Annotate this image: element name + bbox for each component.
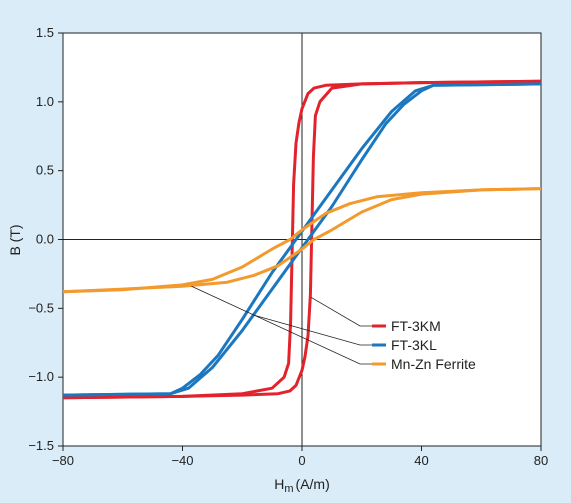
leader-line <box>191 285 372 365</box>
x-tick-label: 40 <box>414 453 428 468</box>
series-ft-3kl-descending <box>62 82 542 397</box>
legend: FT-3KM FT-3KL Mn-Zn Ferrite <box>372 318 476 372</box>
leader-line <box>310 296 372 327</box>
x-axis-label-main: H <box>274 476 284 492</box>
x-tick-label: −80 <box>52 453 74 468</box>
zero-axes <box>63 33 541 446</box>
leader-line <box>254 314 372 346</box>
x-axis-label: Hm (A/m) <box>274 476 330 495</box>
y-tick-label: −1.0 <box>28 369 54 384</box>
series-ft-3km-descending <box>62 79 542 400</box>
x-axis-label-sub: m <box>284 483 293 495</box>
x-axis-label-unit: (A/m) <box>296 476 330 492</box>
hysteresis-curves <box>62 79 542 400</box>
x-tick-label: 80 <box>534 453 548 468</box>
series-mn-zn-ferrite-ascending <box>62 187 542 294</box>
y-tick-label: 1.0 <box>36 94 54 109</box>
series-ft-3kl-ascending <box>62 82 542 397</box>
y-tick-label: 0.0 <box>36 232 54 247</box>
y-tick-label: −1.5 <box>28 438 54 453</box>
legend-entry: FT-3KL <box>391 337 437 353</box>
series-ft-3km-ascending <box>62 79 542 400</box>
legend-leader-lines <box>191 285 372 365</box>
y-tick-label: 1.5 <box>36 25 54 40</box>
y-tick-label: 0.5 <box>36 163 54 178</box>
legend-entry: FT-3KM <box>391 318 441 334</box>
legend-entry: Mn-Zn Ferrite <box>391 356 476 372</box>
series-mn-zn-ferrite-descending <box>62 187 542 294</box>
x-tick-label: −40 <box>171 453 193 468</box>
x-tick-label: 0 <box>298 453 305 468</box>
ticks: −80 −40 0 40 80 1.5 1.0 0.5 0.0 −0.5 −1.0 −1.5 <box>28 25 548 468</box>
y-axis-label: B (T) <box>7 224 23 255</box>
y-tick-label: −0.5 <box>28 300 54 315</box>
